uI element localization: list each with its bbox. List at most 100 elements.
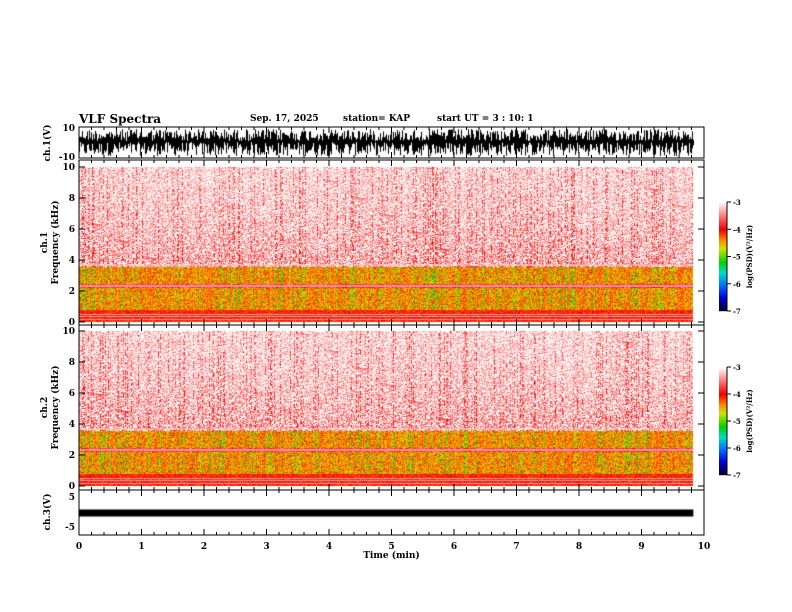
ch3-ytick: -5 (65, 523, 75, 533)
colorbar-cell (719, 404, 727, 406)
colorbar-cell (719, 238, 727, 240)
time-tick-label: 1 (138, 542, 144, 552)
plot-title: VLF Spectra (79, 112, 162, 126)
colorbar-tick-label: -7 (733, 307, 741, 316)
colorbar-cell (719, 448, 727, 450)
colorbar-cell (719, 465, 727, 467)
colorbar-cell (719, 383, 727, 385)
colorbar-cell (719, 246, 727, 248)
spectrogram-ylabel: ch.1 (40, 232, 50, 253)
freq-tick-label: 8 (69, 358, 75, 368)
colorbar-cell (719, 376, 727, 378)
colorbar-cell (719, 390, 727, 392)
time-tick-label: 6 (451, 542, 457, 552)
colorbar-label: log(PSD)(V²/Hz) (745, 389, 754, 453)
colorbar-cell (719, 388, 727, 390)
colorbar-cell (719, 413, 727, 415)
colorbar-cell (719, 262, 727, 264)
colorbar-cell (719, 434, 727, 436)
colorbar-cell (719, 307, 727, 309)
colorbar-cell (719, 234, 727, 236)
colorbar-cell (719, 248, 727, 250)
colorbar-cell (719, 205, 727, 207)
colorbar-cell (719, 249, 727, 251)
colorbar-cell (719, 232, 727, 234)
colorbar-cell (719, 284, 727, 286)
colorbar-cell (719, 378, 727, 380)
colorbar-cell (719, 433, 727, 435)
colorbar-cell (719, 435, 727, 437)
colorbar-cell (719, 259, 727, 261)
colorbar-cell (719, 215, 727, 217)
date-label: Sep. 17, 2025 (250, 114, 319, 124)
spectrogram-ylabel: Frequency (kHz) (50, 365, 61, 449)
colorbar-cell (719, 286, 727, 288)
colorbar-cell (719, 430, 727, 432)
colorbar-cell (719, 441, 727, 443)
colorbar-cell (719, 446, 727, 448)
colorbar-cell (719, 370, 727, 372)
colorbar-cell (719, 208, 727, 210)
colorbar-cell (719, 299, 727, 301)
colorbar-cell (719, 454, 727, 456)
colorbar-cell (719, 407, 727, 409)
colorbar-cell (719, 416, 727, 418)
colorbar-cell (719, 280, 727, 282)
colorbar-cell (719, 230, 727, 232)
time-tick-label: 0 (76, 542, 82, 552)
colorbar-cell (719, 461, 727, 463)
colorbar-cell (719, 423, 727, 425)
time-tick-label: 3 (263, 542, 269, 552)
colorbar-cell (719, 374, 727, 376)
colorbar-cell (719, 251, 727, 253)
colorbar-cell (719, 236, 727, 238)
colorbar-cell (719, 209, 727, 211)
colorbar-cell (719, 432, 727, 434)
colorbar-cell (719, 212, 727, 214)
colorbar-cell (719, 293, 727, 295)
colorbar-cell (719, 419, 727, 421)
colorbar-cell (719, 220, 727, 222)
colorbar-cell (719, 437, 727, 439)
colorbar-cell (719, 207, 727, 209)
colorbar-cell (719, 225, 727, 227)
colorbar-cell (719, 302, 727, 304)
colorbar-cell (719, 298, 727, 300)
colorbar-cell (719, 276, 727, 278)
colorbar-cell (719, 291, 727, 293)
ch1-ylabel: ch.1(V) (42, 125, 53, 162)
colorbar-cell (719, 273, 727, 275)
colorbar-cell (719, 380, 727, 382)
colorbar-cell (719, 210, 727, 212)
colorbar-cell (719, 471, 727, 473)
colorbar-cell (719, 451, 727, 453)
time-axis-label: Time (min) (363, 550, 420, 561)
colorbar-cell (719, 381, 727, 383)
colorbar-cell (719, 214, 727, 216)
colorbar-cell (719, 300, 727, 302)
colorbar-cell (719, 206, 727, 208)
colorbar-cell (719, 373, 727, 375)
colorbar-cell (719, 252, 727, 254)
colorbar-cell (719, 274, 727, 276)
spectrogram-frame (78, 159, 705, 326)
colorbar-cell (719, 243, 727, 245)
colorbar-cell (719, 412, 727, 414)
colorbar-cell (719, 244, 727, 246)
colorbar-cell (719, 470, 727, 472)
colorbar-cell (719, 268, 727, 270)
colorbar-cell (719, 460, 727, 462)
colorbar-cell (719, 458, 727, 460)
colorbar-cell (719, 279, 727, 281)
colorbar-cell (719, 405, 727, 407)
colorbar-cell (719, 258, 727, 260)
colorbar-cell (719, 257, 727, 259)
colorbar-cell (719, 382, 727, 384)
colorbar-cell (719, 452, 727, 454)
colorbar-cell (719, 418, 727, 420)
colorbar-cell (719, 473, 727, 475)
colorbar-cell (719, 303, 727, 305)
time-tick-label: 4 (326, 542, 332, 552)
colorbar-cell (719, 219, 727, 221)
colorbar-cell (719, 444, 727, 446)
